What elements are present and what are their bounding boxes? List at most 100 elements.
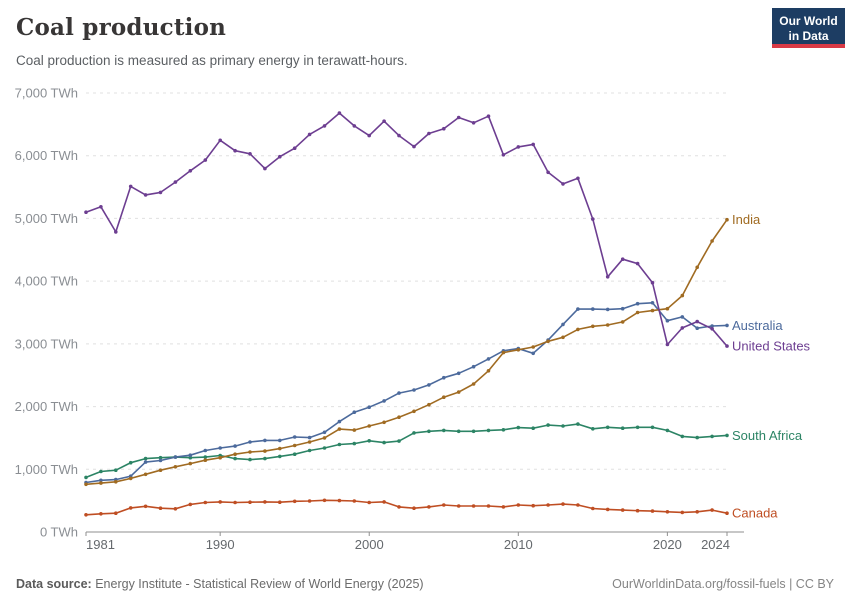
data-point-australia[interactable] <box>710 324 714 328</box>
data-point-canada[interactable] <box>412 506 416 511</box>
data-point-united-states[interactable] <box>665 342 670 347</box>
data-point-united-states[interactable] <box>427 131 431 136</box>
data-point-australia[interactable] <box>382 399 386 403</box>
data-point-canada[interactable] <box>114 511 118 515</box>
data-point-canada[interactable] <box>367 500 372 505</box>
data-point-australia[interactable] <box>412 388 416 392</box>
data-point-south-africa[interactable] <box>695 435 699 440</box>
data-point-united-states[interactable] <box>322 124 327 128</box>
data-point-south-africa[interactable] <box>114 468 118 473</box>
data-point-south-africa[interactable] <box>591 427 595 431</box>
data-point-india[interactable] <box>128 476 133 481</box>
data-point-australia[interactable] <box>233 444 237 448</box>
data-point-canada[interactable] <box>486 504 491 508</box>
data-point-united-states[interactable] <box>620 257 625 262</box>
data-point-canada[interactable] <box>203 500 208 505</box>
data-point-india[interactable] <box>248 450 252 454</box>
data-point-india[interactable] <box>591 324 595 329</box>
data-point-india[interactable] <box>218 455 222 460</box>
data-point-canada[interactable] <box>143 504 148 509</box>
data-point-united-states[interactable] <box>695 319 699 324</box>
data-point-south-africa[interactable] <box>263 456 267 461</box>
data-point-south-africa[interactable] <box>486 428 491 433</box>
data-point-canada[interactable] <box>263 500 267 504</box>
data-point-united-states[interactable] <box>501 153 506 157</box>
data-point-australia[interactable] <box>605 307 610 312</box>
data-point-india[interactable] <box>352 428 357 432</box>
series-line-south-africa[interactable] <box>85 423 728 479</box>
data-point-canada[interactable] <box>382 500 386 504</box>
data-point-india[interactable] <box>337 427 342 431</box>
data-point-south-africa[interactable] <box>635 425 640 430</box>
data-point-canada[interactable] <box>591 506 595 511</box>
data-point-india[interactable] <box>263 449 267 453</box>
data-point-united-states[interactable] <box>128 184 133 189</box>
data-point-australia[interactable] <box>531 351 535 356</box>
data-point-south-africa[interactable] <box>516 425 521 430</box>
data-point-canada[interactable] <box>725 511 729 515</box>
data-point-united-states[interactable] <box>561 182 565 186</box>
data-point-india[interactable] <box>412 409 416 414</box>
data-point-india[interactable] <box>188 461 193 466</box>
data-point-united-states[interactable] <box>576 176 580 181</box>
data-point-south-africa[interactable] <box>233 456 237 461</box>
data-point-canada[interactable] <box>516 503 521 507</box>
data-point-south-africa[interactable] <box>143 456 148 461</box>
data-point-canada[interactable] <box>561 502 565 506</box>
data-point-united-states[interactable] <box>650 280 655 285</box>
data-point-united-states[interactable] <box>188 169 193 173</box>
data-point-south-africa[interactable] <box>367 439 372 443</box>
data-point-south-africa[interactable] <box>531 426 535 431</box>
data-point-australia[interactable] <box>576 307 580 311</box>
data-point-canada[interactable] <box>352 499 357 503</box>
data-point-united-states[interactable] <box>278 154 282 159</box>
data-point-south-africa[interactable] <box>456 429 461 434</box>
data-point-india[interactable] <box>516 348 521 352</box>
data-point-india[interactable] <box>456 390 461 394</box>
data-point-united-states[interactable] <box>203 158 208 162</box>
series-end-label-india[interactable]: India <box>732 212 761 227</box>
data-point-south-africa[interactable] <box>307 448 312 453</box>
data-point-canada[interactable] <box>471 504 476 508</box>
data-point-australia[interactable] <box>635 301 640 306</box>
data-point-australia[interactable] <box>173 455 178 459</box>
data-point-australia[interactable] <box>397 391 401 395</box>
data-point-india[interactable] <box>367 424 372 428</box>
data-point-canada[interactable] <box>292 499 297 504</box>
data-point-australia[interactable] <box>695 326 699 331</box>
data-point-canada[interactable] <box>278 500 282 505</box>
series-line-australia[interactable] <box>85 301 728 484</box>
data-point-canada[interactable] <box>650 509 655 513</box>
data-point-south-africa[interactable] <box>650 425 655 430</box>
data-point-india[interactable] <box>531 345 535 349</box>
data-point-canada[interactable] <box>307 499 312 503</box>
data-point-canada[interactable] <box>188 502 193 507</box>
data-point-india[interactable] <box>307 440 312 444</box>
data-point-south-africa[interactable] <box>322 446 327 450</box>
data-point-australia[interactable] <box>337 419 342 424</box>
data-point-india[interactable] <box>576 327 580 332</box>
data-point-united-states[interactable] <box>680 326 685 330</box>
series-line-india[interactable] <box>85 219 728 486</box>
data-point-australia[interactable] <box>218 446 222 450</box>
data-point-canada[interactable] <box>680 510 685 515</box>
data-point-united-states[interactable] <box>352 124 357 128</box>
data-point-india[interactable] <box>680 293 685 298</box>
data-point-india[interactable] <box>203 458 208 463</box>
data-point-india[interactable] <box>233 452 237 457</box>
data-point-australia[interactable] <box>591 307 595 311</box>
data-point-india[interactable] <box>99 481 103 485</box>
data-point-australia[interactable] <box>278 438 282 443</box>
data-point-australia[interactable] <box>665 318 670 323</box>
data-point-united-states[interactable] <box>486 114 491 118</box>
data-point-south-africa[interactable] <box>680 434 685 439</box>
data-point-australia[interactable] <box>650 301 655 305</box>
data-point-australia[interactable] <box>620 306 625 311</box>
data-point-south-africa[interactable] <box>471 429 476 434</box>
data-point-canada[interactable] <box>158 506 163 511</box>
data-point-south-africa[interactable] <box>427 429 431 434</box>
data-point-australia[interactable] <box>188 453 193 458</box>
data-point-south-africa[interactable] <box>397 439 401 443</box>
data-point-united-states[interactable] <box>84 210 88 214</box>
data-point-south-africa[interactable] <box>203 455 208 459</box>
